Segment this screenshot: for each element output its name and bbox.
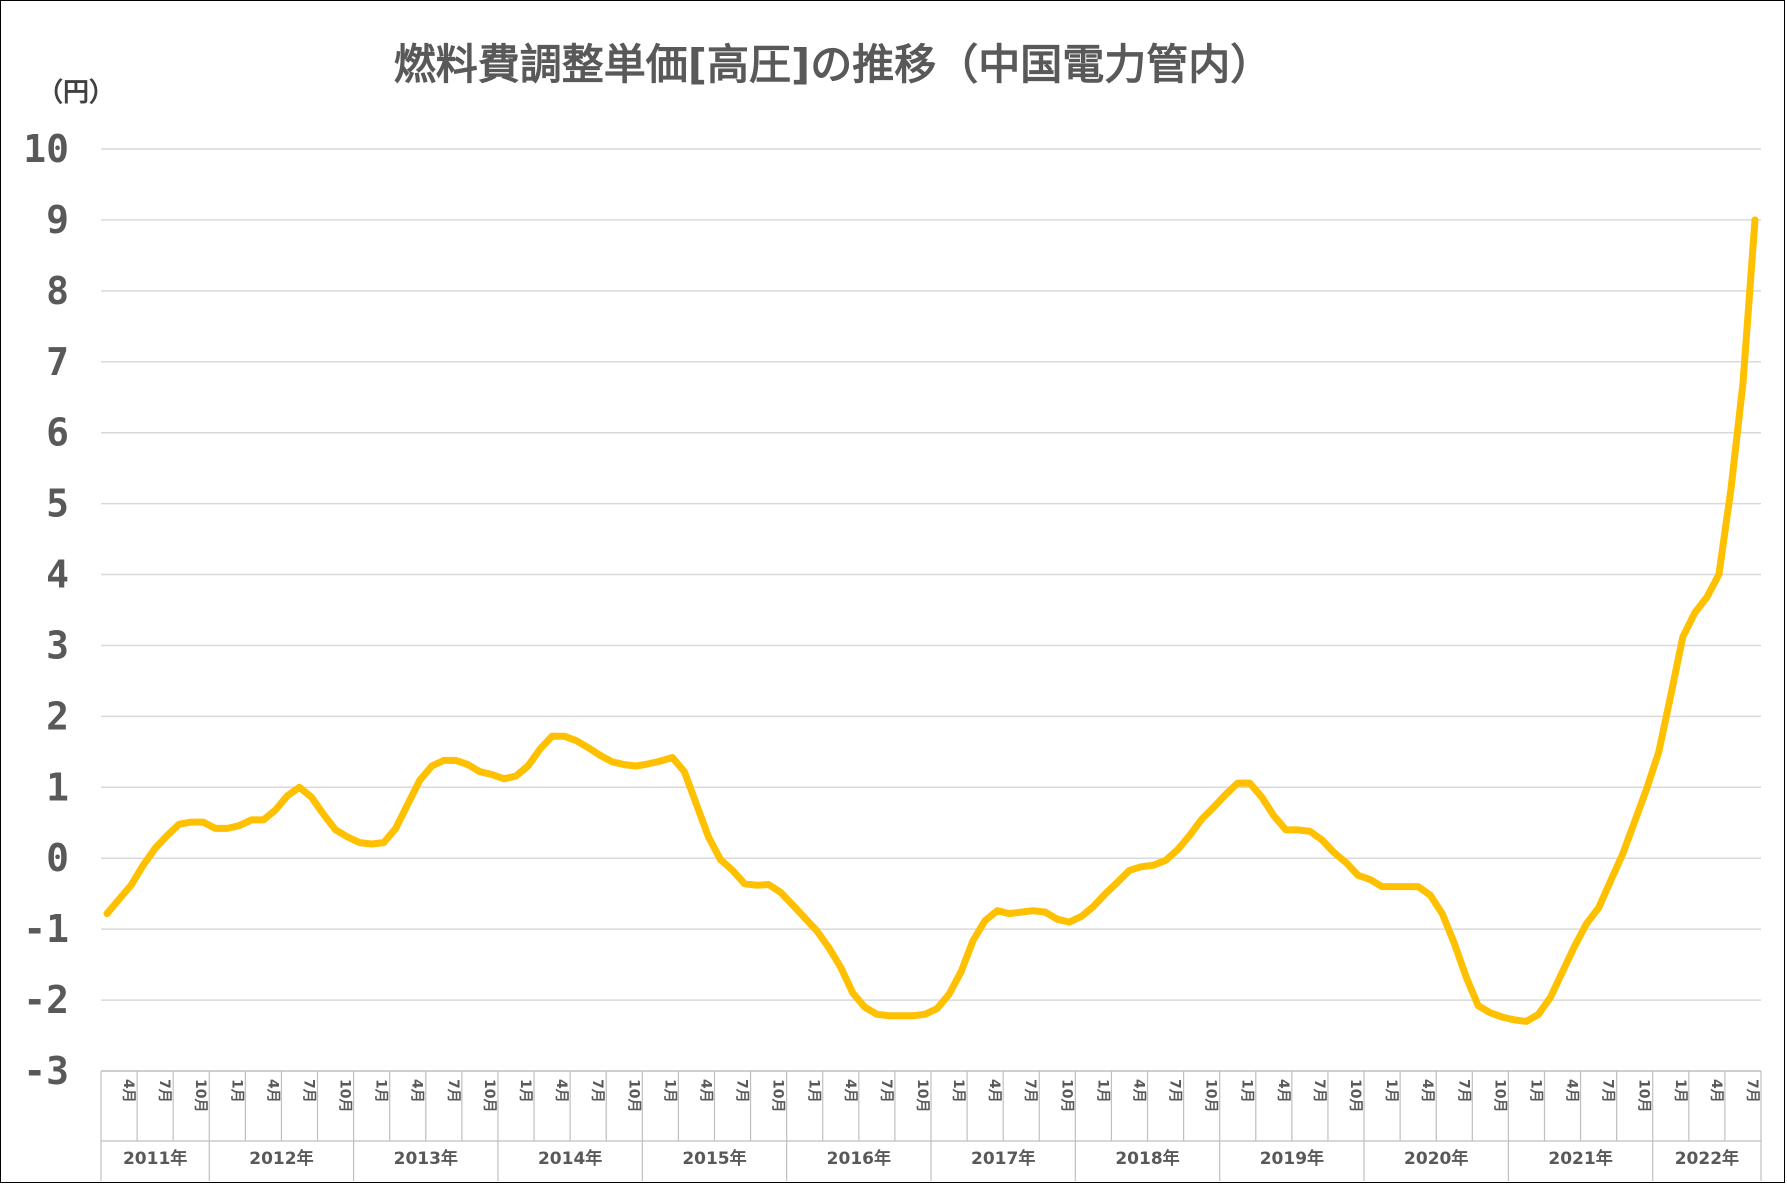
- y-tick-label: 0: [46, 836, 69, 880]
- x-year-label: 2016年: [827, 1148, 891, 1169]
- x-month-label: 1月: [1094, 1079, 1110, 1103]
- x-month-label: 7月: [734, 1079, 750, 1103]
- x-month-label: 4月: [1419, 1079, 1435, 1103]
- x-year-label: 2018年: [1115, 1148, 1179, 1169]
- x-month-label: 10月: [192, 1079, 208, 1112]
- x-month-label: 1月: [1672, 1079, 1688, 1103]
- x-month-label: 10月: [1636, 1079, 1652, 1112]
- x-month-label: 10月: [770, 1079, 786, 1112]
- x-month-label: 10月: [337, 1079, 353, 1112]
- y-tick-label: 4: [46, 553, 69, 597]
- x-month-label: 1月: [806, 1079, 822, 1103]
- x-month-label: 10月: [481, 1079, 497, 1112]
- x-month-label: 7月: [878, 1079, 894, 1103]
- x-year-label: 2022年: [1675, 1148, 1739, 1169]
- x-month-label: 10月: [1491, 1079, 1507, 1112]
- x-year-label: 2019年: [1260, 1148, 1324, 1169]
- y-tick-label: 8: [46, 269, 69, 313]
- y-tick-label: -3: [23, 1049, 69, 1093]
- x-year-label: 2020年: [1404, 1148, 1468, 1169]
- x-year-label: 2015年: [682, 1148, 746, 1169]
- x-month-label: 4月: [1130, 1079, 1146, 1103]
- x-month-label: 4月: [120, 1079, 136, 1103]
- y-tick-label: -2: [23, 978, 69, 1022]
- series-line: [103, 216, 1759, 1025]
- x-month-label: 1月: [517, 1079, 533, 1103]
- x-month-label: 7月: [589, 1079, 605, 1103]
- x-month-label: 10月: [914, 1079, 930, 1112]
- x-month-label: 4月: [409, 1079, 425, 1103]
- x-month-label: 10月: [1058, 1079, 1074, 1112]
- x-month-label: 4月: [1564, 1079, 1580, 1103]
- x-month-label: 4月: [264, 1079, 280, 1103]
- x-month-label: 4月: [697, 1079, 713, 1103]
- x-month-label: 7月: [1022, 1079, 1038, 1103]
- x-year-label: 2017年: [971, 1148, 1035, 1169]
- x-month-label: 1月: [1239, 1079, 1255, 1103]
- y-tick-label: 10: [23, 127, 69, 171]
- x-year-label: 2021年: [1548, 1148, 1612, 1169]
- x-month-label: 1月: [661, 1079, 677, 1103]
- y-tick-label: 2: [46, 694, 69, 738]
- y-tick-label: 6: [46, 411, 69, 455]
- x-month-label: 4月: [842, 1079, 858, 1103]
- x-month-label: 7月: [156, 1079, 172, 1103]
- x-month-label: 1月: [373, 1079, 389, 1103]
- x-month-label: 7月: [300, 1079, 316, 1103]
- x-axis: 4月 7月 10月 2011年 1月 4月 7月 10月 2012年 1月 4月 7月 10月 2013年…: [100, 1071, 1762, 1181]
- y-tick-label: 9: [46, 198, 69, 242]
- y-axis-unit: （円）: [37, 78, 115, 108]
- x-month-label: 7月: [1311, 1079, 1327, 1103]
- x-month-label: 7月: [1600, 1079, 1616, 1103]
- y-tick-label: -1: [23, 907, 69, 951]
- x-month-label: 1月: [1527, 1079, 1543, 1103]
- y-tick-label: 1: [46, 765, 69, 809]
- x-month-label: 4月: [1708, 1079, 1724, 1103]
- x-month-label: 4月: [986, 1079, 1002, 1103]
- x-month-label: 1月: [228, 1079, 244, 1103]
- x-month-label: 7月: [1744, 1079, 1760, 1103]
- y-tick-label: 3: [46, 623, 69, 667]
- x-year-label: 2011年: [123, 1148, 187, 1169]
- x-month-label: 7月: [1167, 1079, 1183, 1103]
- x-year-label: 2014年: [538, 1148, 602, 1169]
- x-month-label: 1月: [950, 1079, 966, 1103]
- x-month-label: 7月: [1455, 1079, 1471, 1103]
- x-month-label: 4月: [1275, 1079, 1291, 1103]
- x-month-label: 10月: [1203, 1079, 1219, 1112]
- x-year-label: 2012年: [249, 1148, 313, 1169]
- x-month-label: 7月: [445, 1079, 461, 1103]
- y-tick-label: 5: [46, 482, 69, 526]
- x-month-label: 4月: [553, 1079, 569, 1103]
- x-month-label: 10月: [625, 1079, 641, 1112]
- y-tick-label: 7: [46, 340, 69, 384]
- gridlines: [101, 148, 1761, 1072]
- chart-title: 燃料費調整単価[高圧]の推移（中国電力管内）: [394, 40, 1272, 89]
- x-year-label: 2013年: [394, 1148, 458, 1169]
- x-month-label: 1月: [1383, 1079, 1399, 1103]
- x-month-label: 10月: [1347, 1079, 1363, 1112]
